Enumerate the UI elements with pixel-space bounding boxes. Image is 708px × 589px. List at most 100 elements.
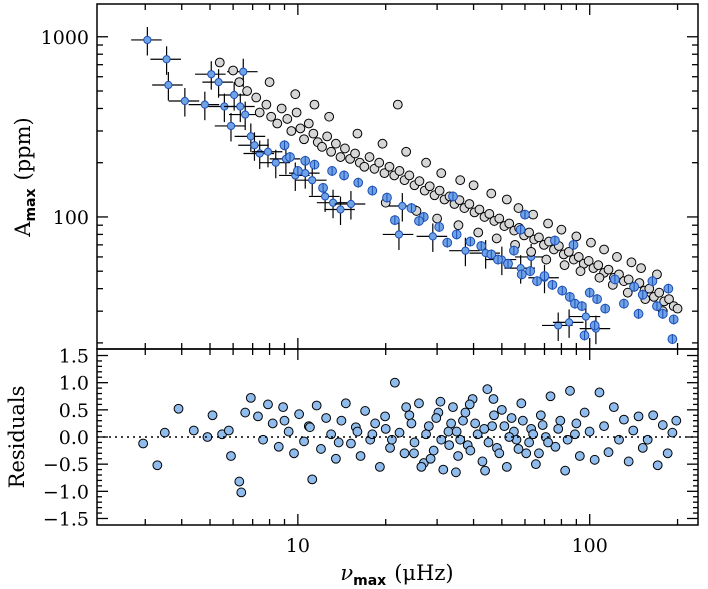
residual-point: [465, 445, 476, 456]
residual-point: [504, 432, 515, 442]
svg-text:νmax(μHz): νmax (μHz): [340, 561, 453, 589]
residual-point: [560, 465, 571, 476]
residual-point: [594, 387, 605, 398]
residual-point: [352, 426, 363, 437]
top-point-grey: [352, 128, 363, 139]
top-point-grey: [473, 227, 484, 238]
residual-point: [263, 399, 273, 410]
residual-point: [330, 453, 341, 464]
top-point-grey: [504, 218, 515, 229]
top-point-errorbar: [461, 246, 470, 255]
top-point-grey: [308, 128, 319, 139]
top-point-grey: [432, 213, 443, 224]
residual-point: [584, 426, 595, 437]
residual-point: [565, 385, 575, 396]
residual-point: [428, 445, 439, 456]
top-point-grey: [571, 231, 582, 242]
residual-point: [652, 460, 663, 471]
top-point-grey: [350, 148, 360, 159]
residual-point: [389, 377, 400, 388]
top-point-errorbar: [255, 149, 264, 158]
top-point-grey: [434, 185, 445, 196]
residual-point: [499, 421, 510, 432]
top-point-grey: [401, 146, 412, 157]
residual-point: [535, 410, 546, 421]
residual-point: [599, 421, 609, 432]
residual-point: [253, 411, 263, 422]
top-point-grey: [486, 188, 497, 199]
bottom-y-tick-label: −1.5: [43, 508, 89, 530]
top-point-errorbar: [200, 100, 209, 109]
top-point-grey: [484, 208, 495, 219]
top-point-grey: [623, 274, 634, 285]
top-point-grey: [474, 204, 485, 215]
residual-point: [480, 465, 490, 476]
bottom-y-tick-label: 0.0: [59, 427, 89, 449]
top-point-grey: [526, 246, 537, 257]
residual-point: [521, 448, 532, 459]
top-point-errorbar: [207, 70, 216, 79]
top-point-errorbar: [246, 132, 255, 141]
residual-point: [534, 448, 544, 459]
top-point-grey: [563, 246, 574, 257]
residual-point: [367, 429, 378, 440]
top-point-grey: [324, 111, 335, 122]
top-point-errorbar: [162, 55, 171, 64]
residual-point: [453, 451, 463, 461]
top-point-grey: [573, 252, 584, 262]
residual-point: [482, 384, 493, 395]
top-point-grey: [214, 57, 225, 68]
residual-point: [236, 487, 247, 498]
top-point-grey: [528, 209, 539, 220]
residual-point: [273, 441, 284, 452]
residual-point: [494, 448, 505, 459]
residual-point: [333, 437, 344, 448]
residual-point: [409, 448, 419, 459]
top-point-grey: [626, 257, 637, 268]
top-point-errorbar: [236, 102, 245, 111]
top-point-grey: [290, 89, 301, 100]
top-point-grey: [603, 264, 614, 275]
residual-point: [537, 420, 548, 430]
residual-point: [311, 400, 322, 411]
residual-point: [637, 442, 648, 453]
top-point-grey: [534, 232, 544, 243]
top-point-errorbar: [346, 199, 356, 209]
top-point-grey: [501, 194, 512, 205]
top-point-grey: [586, 237, 596, 248]
top-point-errorbar: [328, 198, 338, 207]
top-point-grey: [251, 92, 262, 103]
top-point-grey: [559, 260, 570, 271]
top-point-grey: [266, 111, 277, 122]
top-point-grey: [379, 168, 390, 179]
top-point-errorbar: [143, 35, 152, 45]
top-point-grey: [326, 146, 337, 157]
top-point-grey: [543, 218, 553, 229]
residual-point: [667, 427, 678, 438]
top-point-grey: [299, 134, 309, 145]
top-point-errorbar: [263, 147, 273, 156]
residual-point: [555, 415, 566, 426]
bottom-y-tick-label: −0.5: [43, 454, 89, 476]
top-point-grey: [377, 138, 388, 149]
residual-point: [443, 426, 454, 437]
top-point-grey: [364, 152, 375, 162]
top-point-errorbar: [398, 201, 407, 211]
top-point-grey: [464, 199, 475, 209]
residual-point: [336, 415, 347, 426]
residual-point: [340, 398, 351, 409]
svg-text:Amax(ppm): Amax (ppm): [11, 117, 39, 237]
residual-point: [385, 442, 395, 453]
top-point-grey: [286, 126, 297, 136]
x-tick-label: 10: [286, 535, 310, 557]
bottom-y-tick-label: 1.5: [59, 346, 89, 368]
residual-point: [316, 444, 326, 454]
residual-point: [489, 410, 499, 421]
residual-point: [619, 414, 629, 425]
residual-point: [425, 453, 436, 464]
residual-point: [574, 451, 585, 461]
top-point-grey: [494, 213, 505, 224]
top-point-grey: [404, 170, 415, 181]
residual-point: [152, 460, 163, 471]
residual-point: [623, 456, 634, 467]
